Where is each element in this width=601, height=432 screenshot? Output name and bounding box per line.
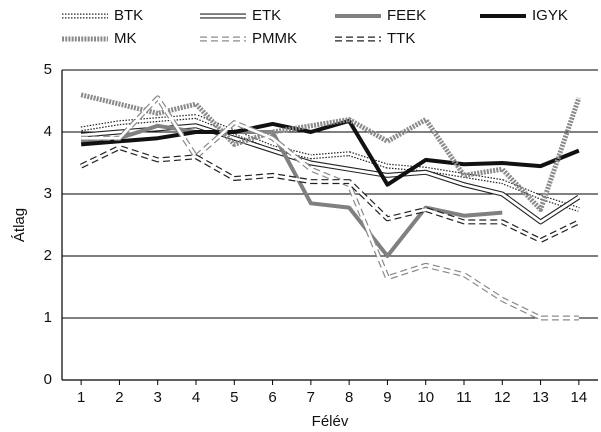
series-line-inner	[81, 96, 579, 320]
x-tick-label: 12	[494, 389, 511, 406]
x-tick-label: 5	[230, 389, 238, 406]
y-tick-label: 5	[44, 61, 52, 78]
series-line	[80, 123, 503, 258]
series-line-inner	[80, 115, 580, 211]
x-tick-label: 2	[115, 389, 123, 406]
y-tick-label: 1	[44, 309, 52, 326]
series-line	[80, 92, 582, 212]
legend-label: MK	[114, 30, 137, 47]
x-tick-label: 6	[268, 389, 276, 406]
x-axis-title: Félév	[312, 413, 349, 430]
legend-label: PMMK	[252, 30, 297, 47]
y-axis-title: Átlag	[11, 208, 28, 242]
legend-label: ETK	[252, 7, 281, 24]
y-tick-label: 2	[44, 247, 52, 264]
x-tick-label: 11	[456, 389, 472, 406]
legend-label: BTK	[114, 7, 143, 24]
y-tick-label: 3	[44, 185, 52, 202]
x-tick-label: 14	[571, 389, 588, 406]
x-tick-label: 3	[154, 389, 162, 406]
y-tick-label: 0	[44, 371, 52, 388]
x-tick-label: 9	[383, 389, 391, 406]
series-line	[80, 118, 580, 187]
legend-label: FEEK	[387, 7, 426, 24]
x-tick-label: 4	[192, 389, 200, 406]
legend-label: TTK	[387, 30, 415, 47]
legend-label: IGYK	[532, 7, 568, 24]
x-tick-label: 13	[532, 389, 549, 406]
x-tick-label: 10	[417, 389, 434, 406]
x-tick-label: 1	[77, 389, 85, 406]
y-tick-label: 4	[44, 123, 52, 140]
series-line-inner	[80, 146, 580, 242]
x-tick-label: 7	[307, 389, 315, 406]
x-tick-label: 8	[345, 389, 353, 406]
